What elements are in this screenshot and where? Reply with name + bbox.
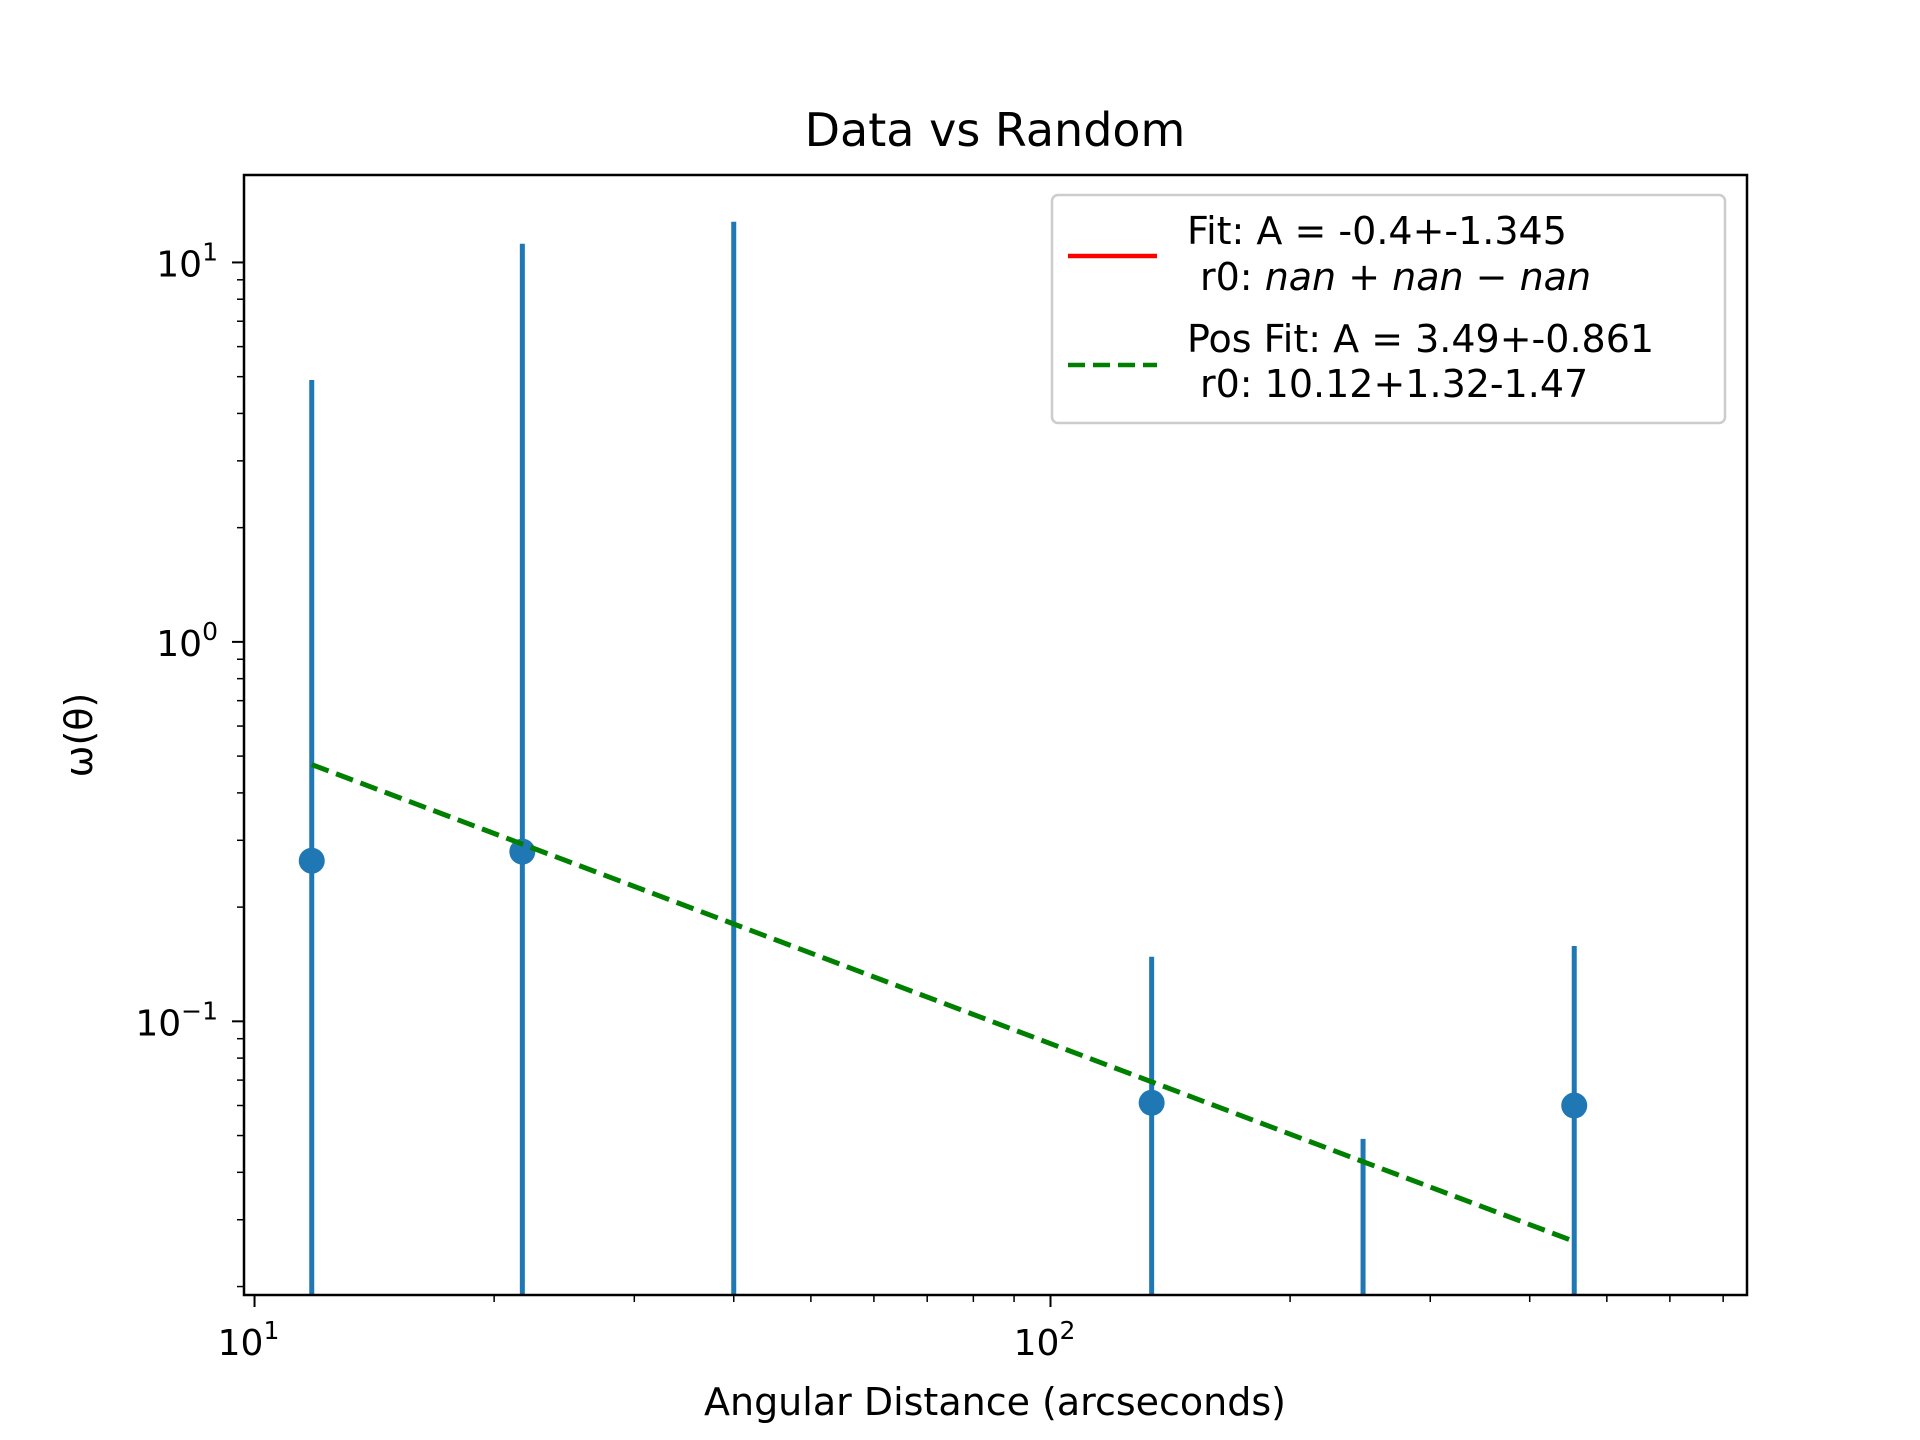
data-point xyxy=(1561,1092,1588,1119)
pos-fit-line xyxy=(310,762,1576,1244)
legend-fit-r0: r0: nan + nan − nan xyxy=(1200,255,1591,299)
x-axis-label: Angular Distance (arcseconds) xyxy=(704,1380,1286,1424)
axis-ticks: 101 102 101 100 10−1 xyxy=(135,237,1724,1364)
legend-fit-r0-math: nan + nan − nan xyxy=(1265,255,1591,299)
chart-title: Data vs Random xyxy=(805,103,1186,157)
legend-pos-fit-label: Pos Fit: A = 3.49+-0.861 xyxy=(1187,317,1654,361)
data-point xyxy=(298,847,325,874)
legend-fit-label: Fit: A = -0.4+-1.345 xyxy=(1187,209,1567,253)
legend-pos-fit-r0: r0: 10.12+1.32-1.47 xyxy=(1200,362,1588,406)
axes-frame xyxy=(242,173,1749,1297)
plot-area xyxy=(298,221,1588,1295)
legend: Fit: A = -0.4+-1.345 r0: nan + nan − nan… xyxy=(1050,193,1727,425)
legend-fit-r0-prefix: r0: xyxy=(1200,255,1265,299)
x-tick-label: 101 xyxy=(218,1316,280,1364)
data-point xyxy=(1138,1089,1165,1116)
y-tick-label: 101 xyxy=(156,237,218,285)
y-axis-label: ω(θ) xyxy=(57,693,101,778)
x-tick-label: 102 xyxy=(1014,1316,1076,1364)
legend-box xyxy=(1050,193,1727,425)
y-tick-label: 100 xyxy=(156,617,218,665)
y-tick-label: 10−1 xyxy=(135,996,218,1044)
data-point xyxy=(509,838,536,865)
